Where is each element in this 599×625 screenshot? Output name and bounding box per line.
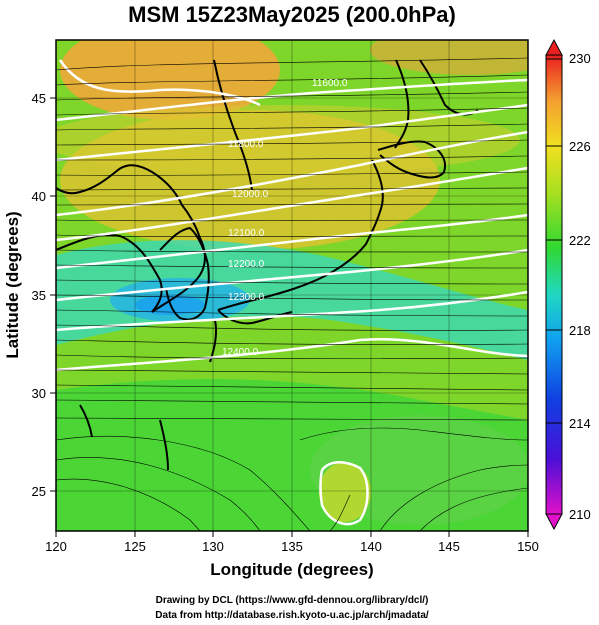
temperature-contours — [56, 59, 528, 526]
contour-label: 11800.0 — [228, 139, 264, 150]
colorbar-tick: 218 — [569, 323, 591, 338]
y-tick-label: 30 — [32, 386, 46, 401]
y-tick-label: 35 — [32, 288, 46, 303]
contour-label: 12100.0 — [228, 228, 265, 239]
colorbar-tick: 230 — [569, 51, 591, 66]
y-tick-label: 40 — [32, 189, 46, 204]
x-tick-labels: 120 125 130 135 140 145 150 — [45, 539, 539, 554]
map-plot-area: 11600.0 11800.0 12000.0 12100.0 12200.0 … — [56, 40, 528, 531]
y-tick-label: 25 — [32, 484, 46, 499]
x-tick-label: 130 — [202, 539, 224, 554]
x-axis-title: Longitude (degrees) — [210, 560, 373, 579]
colorbar-tick: 214 — [569, 416, 591, 431]
credit-drawing: Drawing by DCL (https://www.gfd-dennou.o… — [156, 595, 429, 606]
contour-label: 12300.0 — [228, 292, 265, 303]
contour-label: 12200.0 — [228, 259, 265, 270]
x-tick-label: 125 — [124, 539, 146, 554]
x-tick-label: 120 — [45, 539, 67, 554]
contour-label: 11600.0 — [312, 78, 348, 89]
colorbar-tick: 226 — [569, 139, 591, 154]
x-tick-label: 150 — [517, 539, 539, 554]
contour-label: 12400.0 — [222, 347, 259, 358]
chart-title: MSM 15Z23May2025 (200.0hPa) — [128, 2, 456, 27]
colorbar-bottom-arrow — [545, 513, 563, 531]
y-axis-title: Latitude (degrees) — [3, 211, 22, 358]
colorbar-tick: 222 — [569, 233, 591, 248]
y-axis — [50, 97, 56, 492]
x-axis — [55, 531, 529, 537]
colorbar-gradient — [545, 54, 563, 515]
x-tick-label: 135 — [281, 539, 303, 554]
credit-data: Data from http://database.rish.kyoto-u.a… — [155, 610, 429, 621]
colorbar-top-arrow — [545, 38, 563, 56]
colorbar-tick: 210 — [569, 507, 591, 522]
y-tick-label: 45 — [32, 91, 46, 106]
grid-lines — [56, 40, 528, 531]
y-tick-labels: 25 30 35 40 45 — [32, 91, 46, 499]
x-tick-label: 145 — [438, 539, 460, 554]
contour-label: 12000.0 — [232, 189, 269, 200]
x-tick-label: 140 — [360, 539, 382, 554]
contour-labels: 11600.0 11800.0 12000.0 12100.0 12200.0 … — [222, 78, 348, 358]
colorbar: 230 226 222 218 214 210 — [545, 38, 591, 531]
